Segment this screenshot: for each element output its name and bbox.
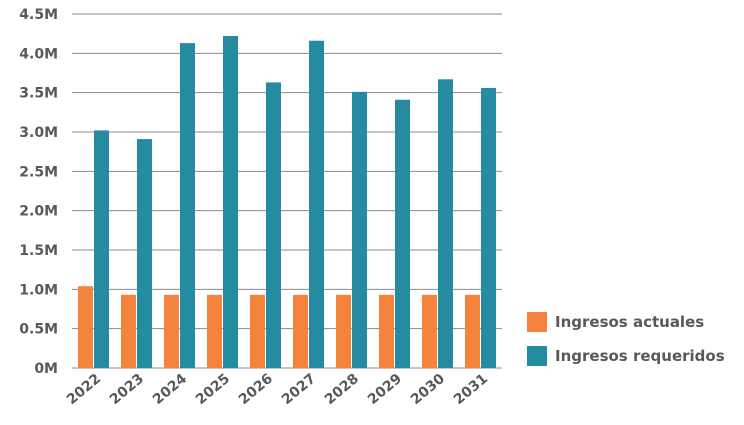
y-tick-label: 2.5M	[19, 164, 58, 180]
y-tick-label: 2.0M	[19, 204, 58, 220]
bar-requeridos-2029	[395, 99, 410, 368]
bar-requeridos-2028	[352, 91, 367, 368]
x-tick-label-2025: 2025	[193, 371, 233, 408]
y-tick-label: 4.0M	[19, 46, 58, 62]
y-tick-label: 0.5M	[19, 322, 58, 338]
bar-actuales-2026	[250, 294, 265, 368]
y-tick-label: 4.5M	[19, 7, 58, 23]
bar-requeridos-2031	[481, 87, 496, 369]
gridlines	[72, 13, 502, 369]
bar-actuales-2027	[293, 294, 308, 368]
x-tick-label-2026: 2026	[236, 371, 276, 408]
x-axis-ticks: 2022 2023 2024 2025 2026 2027 2028 2029 2030 2031	[64, 371, 491, 408]
bar-actuales-2022	[78, 286, 93, 368]
y-axis-ticks: 0M 0.5M 1.0M 1.5M 2.0M 2.5M 3.0M 3.5M 4.0M 4.5M	[19, 7, 58, 377]
x-tick-label-2022: 2022	[64, 371, 104, 408]
y-tick-label: 1.0M	[19, 282, 58, 298]
x-tick-label-2029: 2029	[365, 371, 405, 408]
bars	[78, 36, 496, 369]
bar-actuales-2024	[164, 294, 179, 368]
y-tick-label: 1.5M	[19, 243, 58, 259]
x-tick-label-2028: 2028	[322, 371, 362, 408]
bar-requeridos-2027	[309, 40, 324, 368]
x-tick-label-2023: 2023	[107, 371, 147, 408]
bar-actuales-2025	[207, 294, 222, 368]
bar-requeridos-2026	[266, 82, 281, 368]
legend-label-requeridos: Ingresos requeridos	[555, 347, 725, 365]
x-tick-label-2031: 2031	[451, 371, 491, 408]
bar-actuales-2030	[422, 294, 437, 368]
bar-requeridos-2030	[438, 79, 453, 368]
y-tick-label: 3.0M	[19, 125, 58, 141]
legend-swatch-requeridos	[527, 346, 547, 366]
bar-requeridos-2023	[137, 139, 152, 368]
bar-requeridos-2025	[223, 36, 238, 368]
legend-swatch-actuales	[527, 312, 547, 332]
bar-actuales-2031	[465, 294, 480, 368]
x-tick-label-2027: 2027	[279, 371, 319, 408]
bar-actuales-2023	[121, 294, 136, 368]
x-tick-label-2024: 2024	[150, 371, 190, 408]
y-tick-label: 0M	[34, 361, 58, 377]
bar-actuales-2029	[379, 294, 394, 368]
legend-item-requeridos: Ingresos requeridos	[527, 346, 725, 366]
bar-actuales-2028	[336, 294, 351, 368]
bar-requeridos-2024	[180, 43, 195, 369]
y-tick-label: 3.5M	[19, 86, 58, 102]
legend-item-actuales: Ingresos actuales	[527, 312, 725, 332]
legend-label-actuales: Ingresos actuales	[555, 313, 705, 331]
legend: Ingresos actuales Ingresos requeridos	[527, 312, 725, 380]
bar-requeridos-2022	[94, 130, 109, 368]
x-tick-label-2030: 2030	[408, 371, 448, 408]
